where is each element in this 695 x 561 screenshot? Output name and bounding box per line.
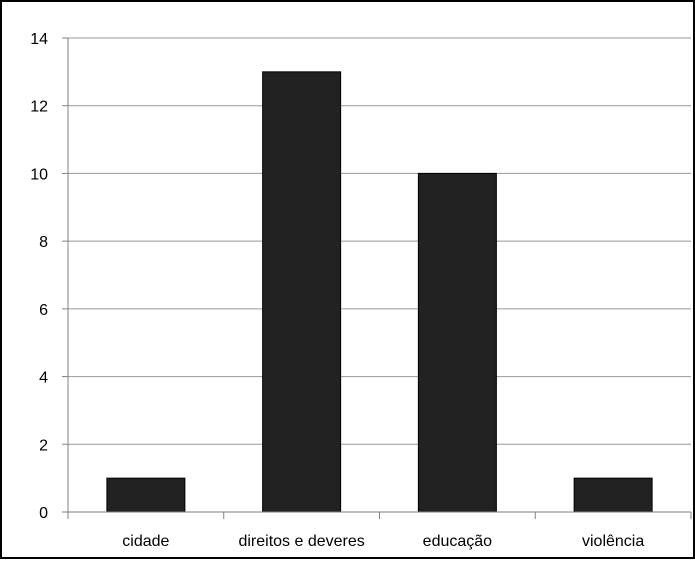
y-tick-label: 12: [30, 99, 48, 116]
x-category-label: direitos e deveres: [238, 533, 364, 550]
y-tick-label: 0: [39, 505, 48, 522]
bar-2: [417, 172, 497, 513]
y-tick-label: 8: [39, 234, 48, 251]
y-tick-label: 2: [39, 437, 48, 454]
x-category-label: educação: [423, 533, 492, 550]
labels: 0 2 4 6 8 10 12 14 cidade direitos e deveres educa…: [30, 31, 644, 550]
axes: [62, 37, 692, 519]
grid-lines: [68, 37, 691, 445]
bar-0: [106, 477, 186, 513]
bar-1: [262, 71, 342, 513]
y-tick-label: 6: [39, 302, 48, 319]
x-category-label: violência: [582, 533, 644, 550]
y-tick-label: 4: [39, 370, 48, 387]
bars: [106, 71, 653, 513]
y-tick-label: 14: [30, 31, 48, 48]
bar-3: [573, 477, 653, 513]
y-tick-label: 10: [30, 166, 48, 183]
x-category-label: cidade: [122, 533, 169, 550]
